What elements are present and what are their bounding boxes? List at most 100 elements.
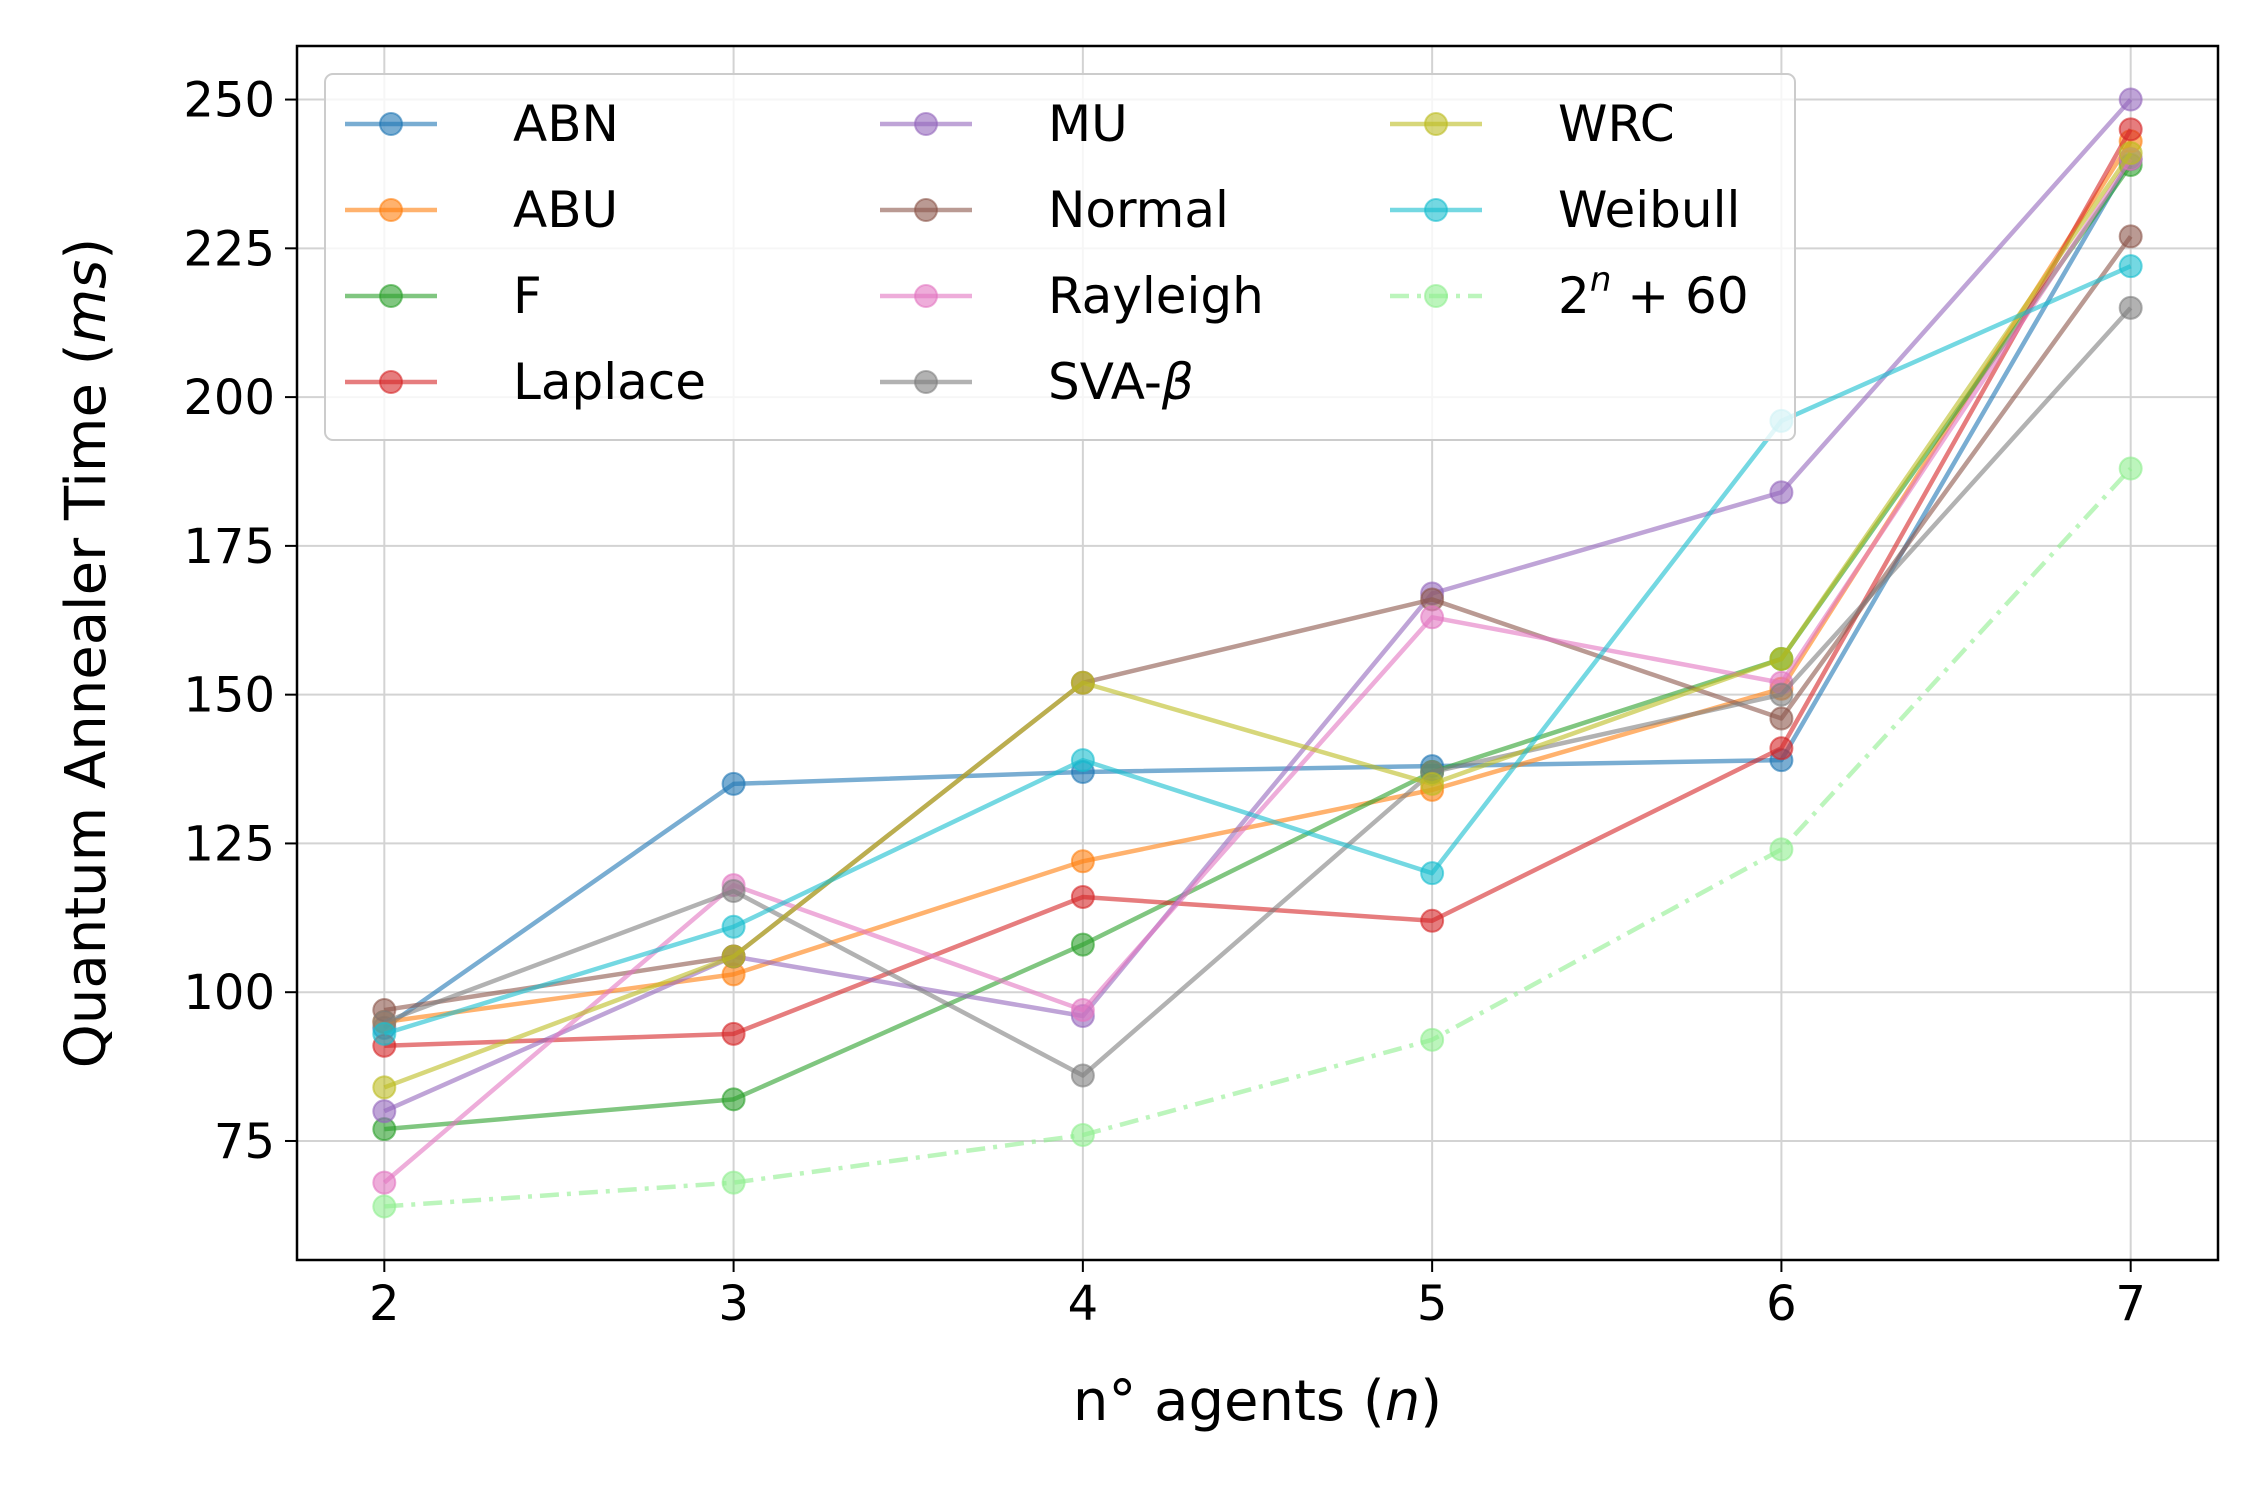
data-point <box>1769 480 1794 505</box>
x-tick-label: 6 <box>1766 1276 1797 1332</box>
data-point <box>2118 141 2143 166</box>
x-tick-label: 2 <box>369 1276 400 1332</box>
y-tick-label: 250 <box>183 73 275 129</box>
legend-label: ABU <box>513 181 618 239</box>
legend-label: ABN <box>513 95 619 153</box>
data-point <box>1070 884 1095 909</box>
data-point <box>1769 706 1794 731</box>
series-line <box>383 306 2133 1078</box>
legend-marker <box>914 284 938 308</box>
x-tick-label: 3 <box>718 1276 749 1332</box>
series-10 <box>372 456 2143 1219</box>
y-tick-label: 125 <box>183 816 275 872</box>
series-layer <box>372 87 2143 1219</box>
y-tick-label: 225 <box>183 221 275 277</box>
y-tick-label: 200 <box>183 370 275 426</box>
legend-box <box>324 73 1796 441</box>
series-line <box>384 466 2133 1209</box>
data-point <box>721 771 746 796</box>
legend-marker <box>379 198 403 222</box>
legend-entry: ABN <box>345 95 619 153</box>
legend-entry: F <box>345 267 542 325</box>
data-point <box>1420 908 1445 933</box>
data-point <box>372 1170 397 1195</box>
data-point <box>2118 456 2143 481</box>
series-line <box>384 128 2133 1049</box>
data-point <box>721 1021 746 1046</box>
legend-entry: Normal <box>880 181 1229 239</box>
series-5 <box>372 224 2143 1023</box>
data-point <box>1070 748 1095 773</box>
data-point <box>1769 837 1794 862</box>
y-axis-label: Quantum Annealer Time (ms) <box>54 238 119 1068</box>
data-point <box>372 1075 397 1100</box>
legend-entry: Laplace <box>345 353 706 411</box>
data-point <box>721 1170 746 1195</box>
legend-label: 2n + 60 <box>1558 260 1749 325</box>
legend-entry: ABU <box>345 181 618 239</box>
legend-label: SVA-β <box>1048 353 1194 411</box>
legend-label: WRC <box>1558 95 1675 153</box>
data-point <box>2118 224 2143 249</box>
data-point <box>1769 682 1794 707</box>
legend-label: MU <box>1048 95 1128 153</box>
series-line <box>383 157 2133 1030</box>
data-point <box>1769 736 1794 761</box>
data-point <box>721 879 746 904</box>
series-8 <box>372 141 2143 1100</box>
x-tick-label: 5 <box>1417 1276 1448 1332</box>
series-line <box>383 151 2133 1090</box>
legend-label: Rayleigh <box>1048 267 1264 325</box>
data-point <box>1420 605 1445 630</box>
legend-label: Normal <box>1048 181 1229 239</box>
x-axis-label: n° agents (n) <box>1073 1369 1442 1434</box>
axis-ticks: 2 3 4 5 6 7 75 100 125 150 175 200 225 250 <box>183 73 2146 1332</box>
legend-label: Weibull <box>1558 181 1740 239</box>
data-point <box>1070 932 1095 957</box>
data-point <box>1420 771 1445 796</box>
legend-marker <box>379 112 403 136</box>
series-line <box>382 157 2133 1185</box>
legend-entry: MU <box>880 95 1128 153</box>
legend-marker <box>914 198 938 222</box>
series-7 <box>372 295 2143 1088</box>
data-point <box>1420 1027 1445 1052</box>
data-point <box>372 1194 397 1219</box>
data-point <box>1070 849 1095 874</box>
data-point <box>1070 670 1095 695</box>
data-point <box>1070 998 1095 1023</box>
data-point <box>721 944 746 969</box>
series-line <box>383 98 2133 1114</box>
legend-label: Laplace <box>513 353 706 411</box>
legend-marker <box>1424 198 1448 222</box>
data-point <box>372 1021 397 1046</box>
data-point <box>2118 254 2143 279</box>
x-tick-label: 7 <box>2115 1276 2146 1332</box>
data-point <box>2118 295 2143 320</box>
legend-entry: Weibull <box>1390 181 1740 239</box>
data-point <box>2118 117 2143 142</box>
legend-marker <box>1424 284 1448 308</box>
data-point <box>1420 861 1445 886</box>
data-point <box>1769 646 1794 671</box>
legend-entry: SVA-β <box>880 353 1194 411</box>
data-point <box>721 1087 746 1112</box>
legend-entry: Rayleigh <box>880 267 1264 325</box>
y-tick-label: 75 <box>214 1114 275 1170</box>
data-point <box>2118 87 2143 112</box>
legend-entry: WRC <box>1390 95 1675 153</box>
legend-label: F <box>513 267 542 325</box>
data-point <box>721 914 746 939</box>
legend-marker <box>914 112 938 136</box>
series-line <box>383 235 2133 1013</box>
data-point <box>372 1099 397 1124</box>
legend-marker <box>1424 112 1448 136</box>
legend-marker <box>914 370 938 394</box>
series-line <box>383 264 2132 1037</box>
y-tick-label: 175 <box>183 519 275 575</box>
x-tick-label: 4 <box>1068 1276 1099 1332</box>
legend-marker <box>379 370 403 394</box>
legend: ABN ABU F Laplace MU Normal Rayleigh SVA-β WRC We… <box>324 73 1796 441</box>
